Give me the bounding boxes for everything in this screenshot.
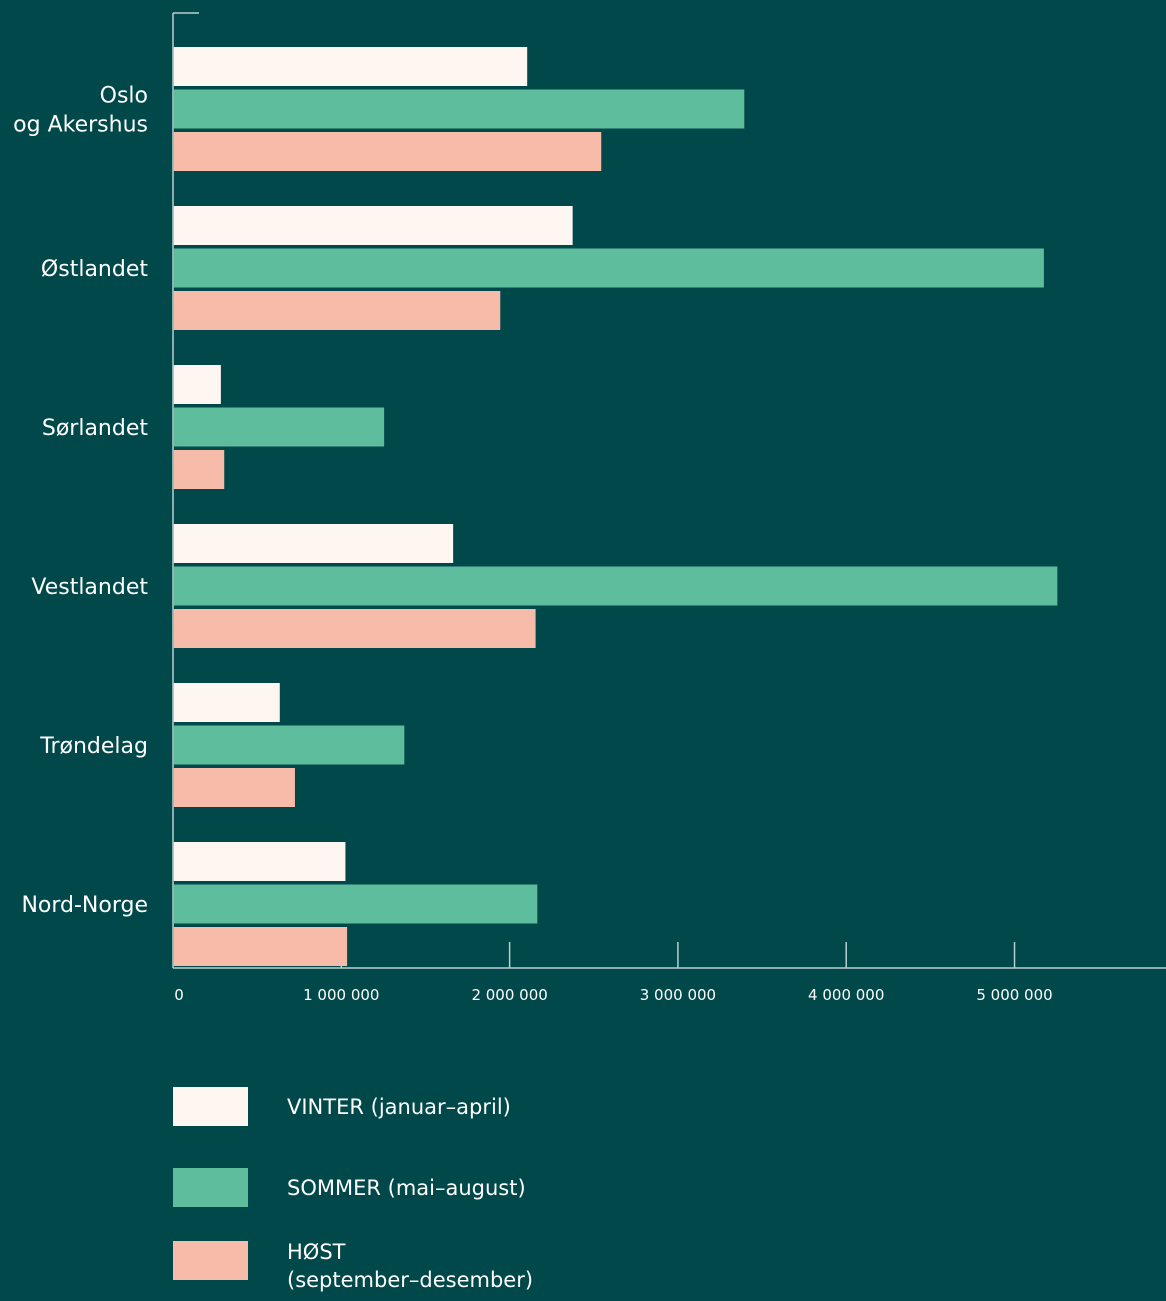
legend-swatch <box>173 1168 248 1207</box>
bar <box>173 884 538 924</box>
bar <box>173 365 221 404</box>
bar <box>173 683 280 722</box>
legend-label: SOMMER (mai–august) <box>287 1176 526 1200</box>
bar <box>173 450 225 489</box>
bar <box>173 524 454 563</box>
legend-swatch <box>173 1241 248 1280</box>
category-label: Vestlandet <box>31 575 148 600</box>
bar <box>173 768 295 807</box>
x-tick-label: 2 000 000 <box>471 986 547 1004</box>
x-tick-label: 0 <box>174 986 184 1004</box>
bar <box>173 132 602 171</box>
bar <box>173 47 528 86</box>
x-tick-label: 1 000 000 <box>303 986 379 1004</box>
axes <box>172 12 1166 969</box>
bar <box>173 609 536 648</box>
legend-swatch <box>173 1087 248 1126</box>
category-label: Sørlandet <box>42 416 149 441</box>
bar <box>173 89 745 129</box>
category-label: Østlandet <box>41 257 148 282</box>
legend-label: HØST (september–desember) <box>287 1240 533 1292</box>
bar <box>173 206 573 245</box>
x-tick-labels: 0 1 000 000 2 000 000 3 000 000 4 000 000 5 0… <box>174 986 1052 1004</box>
bar <box>173 927 348 966</box>
bar <box>173 842 346 881</box>
bar <box>173 407 385 447</box>
bars <box>173 47 1058 966</box>
legend-label: VINTER (januar–april) <box>287 1095 511 1119</box>
x-tick-label: 5 000 000 <box>976 986 1052 1004</box>
category-label: Trøndelag <box>39 734 148 759</box>
bar <box>173 566 1058 606</box>
bar <box>173 725 405 765</box>
x-tick-label: 4 000 000 <box>808 986 884 1004</box>
category-label: Nord-Norge <box>21 893 148 918</box>
bar <box>173 291 501 330</box>
category-labels: Oslo og Akershus Østlandet Sørlandet Vestlan… <box>13 84 148 919</box>
x-tick-label: 3 000 000 <box>640 986 716 1004</box>
bar <box>173 248 1044 288</box>
legend: VINTER (januar–april) SOMMER (mai–august)… <box>173 1087 533 1292</box>
category-label: Oslo og Akershus <box>13 84 148 138</box>
